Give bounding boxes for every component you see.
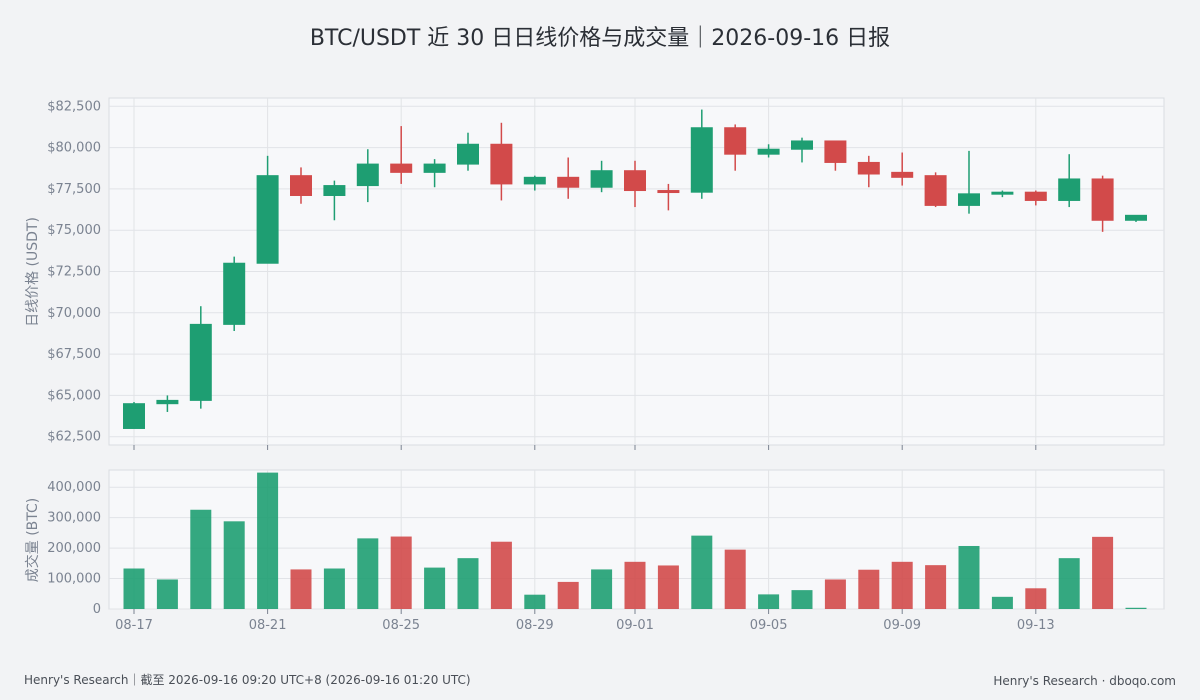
candle-body [824,140,847,163]
candle-body [356,163,379,187]
footer-brand: Henry's Research · dboqo.com [993,674,1176,688]
volume-bar [1092,536,1114,609]
candle-body [958,193,980,206]
volume-bar [1025,588,1047,609]
price-tick-label: $62,500 [47,430,101,445]
price-axis-label: 日线价格 (USDT) [25,217,41,327]
candle-body [123,403,145,429]
volume-bar [323,568,345,609]
volume-bar [524,594,546,609]
volume-bar [457,558,479,609]
volume-bar [958,545,980,609]
x-tick-label: 09-09 [883,618,921,633]
candle-body [690,127,713,193]
price-tick-label: $77,500 [47,182,101,197]
volume-bar [190,509,212,609]
candle-body [624,170,646,192]
volume-bar [858,569,880,609]
candle-body [1091,178,1114,221]
volume-bar [1125,607,1147,609]
candle-body [323,185,346,196]
candle-body [557,176,580,188]
x-tick-label: 09-01 [616,618,654,633]
volume-bar [123,568,145,609]
volume-tick-label: 200,000 [47,541,101,556]
price-tick-label: $72,500 [47,265,101,280]
chart-title: BTC/USDT 近 30 日日线价格与成交量｜2026-09-16 日报 [310,26,890,51]
x-tick-label: 09-05 [750,618,788,633]
price-tick-label: $75,000 [47,223,101,238]
volume-bar [257,472,279,609]
candle-body [1024,191,1047,201]
price-tick-label: $67,500 [47,347,101,362]
x-tick-label: 08-21 [249,618,287,633]
volume-bar [223,521,245,609]
candle-body [924,175,947,206]
volume-bar [657,565,679,609]
x-tick-label: 08-25 [382,618,420,633]
volume-tick-label: 300,000 [47,511,101,526]
volume-bar [290,569,312,609]
x-tick-label: 08-17 [115,618,153,633]
x-ticks: 08-17 08-21 08-25 08-29 09-01 09-05 09-09 09-13 [115,445,1055,633]
candle-body [724,127,747,155]
volume-bar [925,565,947,609]
volume-bar [624,561,646,609]
candle-body [156,399,179,405]
volume-axis-label: 成交量 (BTC) [24,498,41,583]
volume-bar [357,538,379,609]
volume-bar [1058,558,1080,609]
price-y-ticks: $62,500 $65,000 $67,500 $70,000 $72,500 $75,0… [47,99,101,444]
volume-bar [758,594,780,609]
volume-tick-label: 100,000 [47,572,101,587]
candle-body [290,175,312,196]
volume-tick-label: 0 [93,602,101,617]
volume-bar [591,569,613,609]
volume-bar [891,561,913,609]
x-tick-label: 09-13 [1017,618,1055,633]
volume-y-ticks: 0 100,000 200,000 300,000 400,000 [47,480,101,617]
volume-bar [390,536,412,609]
candle-body [1058,178,1081,201]
candle-body [657,190,680,194]
price-tick-label: $82,500 [47,99,101,114]
volume-bars [123,472,1147,609]
price-tick-label: $65,000 [47,388,101,403]
candle-body [523,176,546,185]
volume-bar [724,549,746,609]
candle-body [223,262,246,325]
candle-body [991,191,1014,195]
candle-body [891,171,914,178]
candle-body [490,143,513,185]
candle-body [423,163,446,173]
volume-tick-label: 400,000 [47,480,101,495]
price-tick-label: $70,000 [47,306,101,321]
candles [123,109,1147,429]
candle-body [857,161,880,175]
candle-body [1125,214,1147,221]
volume-bar [490,541,512,609]
volume-bar [991,596,1013,609]
volume-bar [424,567,446,609]
price-tick-label: $80,000 [47,141,101,156]
candle-body [457,143,479,165]
candle-body [757,148,780,155]
footer-source: Henry's Research｜截至 2026-09-16 09:20 UTC… [24,673,471,687]
candle-body [791,140,813,150]
x-tick-label: 08-29 [516,618,554,633]
volume-bar [824,579,846,609]
candle-body [390,163,413,173]
candle-body [256,175,279,264]
volume-bar [691,535,713,609]
candle-body [590,170,613,188]
candle-body [189,323,212,401]
volume-bar [557,581,579,609]
volume-bar [156,579,178,609]
volume-bar [791,590,813,609]
